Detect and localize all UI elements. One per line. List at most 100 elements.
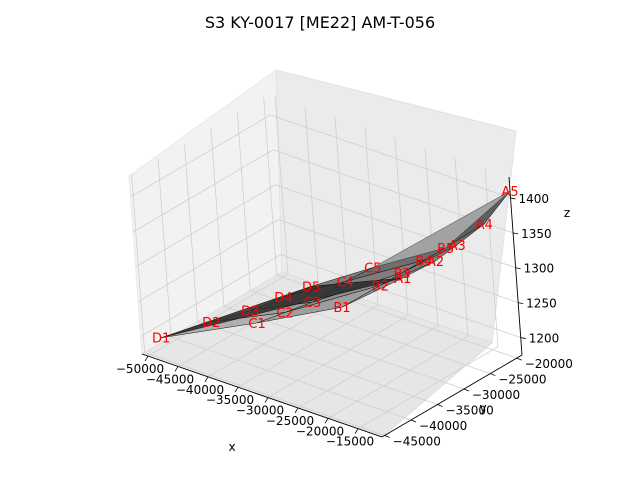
z-tick-label: 1250 bbox=[526, 297, 557, 311]
x-tick-mark bbox=[354, 428, 359, 434]
x-tick-mark bbox=[144, 355, 149, 362]
y-tick-mark bbox=[384, 435, 390, 438]
point-label: C4 bbox=[337, 275, 354, 290]
y-tick-mark bbox=[463, 388, 470, 392]
point-labels: A1 A2 A3 A4 A5 B1 B2 B3 B4 B5 C1 C2 C3 C4 C5 D1 D2 D3 D4 D5 bbox=[152, 185, 519, 347]
z-gridline-left bbox=[132, 149, 274, 233]
point-label: B4 bbox=[415, 254, 432, 269]
x-tick-label: −45000 bbox=[146, 372, 194, 386]
point-label: D2 bbox=[202, 316, 220, 331]
point-label: A3 bbox=[449, 239, 466, 254]
y-gridline-back bbox=[157, 158, 172, 338]
x-tick-mark bbox=[204, 376, 209, 383]
y-tick-mark bbox=[410, 419, 417, 423]
y-gridline-back bbox=[131, 174, 146, 353]
y-tick-mark bbox=[490, 373, 496, 376]
z-tick-mark bbox=[510, 197, 516, 200]
z-gridline-left bbox=[135, 184, 276, 268]
y-tick-label: −25000 bbox=[498, 373, 546, 387]
x-tick-mark bbox=[324, 418, 329, 424]
x-tick-mark bbox=[294, 407, 299, 414]
point-label: D4 bbox=[274, 291, 292, 306]
y-tick-label: −40000 bbox=[419, 419, 467, 433]
y-gridline-back bbox=[236, 112, 251, 291]
z-tick-mark bbox=[512, 232, 519, 235]
z-gridline-left bbox=[140, 254, 281, 337]
x-gridline-floor bbox=[147, 273, 289, 357]
z-axis-line bbox=[508, 176, 523, 356]
x-tick-label: −50000 bbox=[116, 362, 164, 376]
y-tick-label: −35000 bbox=[445, 404, 493, 418]
z-tick-mark bbox=[515, 267, 521, 270]
x-axis-label: x bbox=[228, 440, 235, 454]
x-tick-label: −35000 bbox=[206, 393, 254, 407]
point-label: C2 bbox=[276, 306, 293, 321]
x-gridline-floor bbox=[357, 346, 499, 430]
point-label: C1 bbox=[248, 317, 265, 332]
x-gridline-floor bbox=[297, 325, 439, 409]
x-tick-label: −25000 bbox=[266, 414, 314, 428]
point-label: B2 bbox=[372, 279, 389, 294]
x-gridline-back bbox=[274, 96, 289, 275]
point-label: D1 bbox=[152, 332, 170, 347]
x-gridline-floor bbox=[237, 304, 379, 388]
tick-labels: −50000−45000−40000−35000−30000−25000−200… bbox=[116, 192, 573, 449]
z-gridline-right bbox=[270, 114, 511, 199]
x-tick-mark bbox=[264, 397, 269, 403]
y-axis-line bbox=[381, 354, 523, 438]
x-tick-mark bbox=[174, 366, 179, 372]
x-gridline-floor bbox=[267, 315, 409, 398]
x-tick-label: −20000 bbox=[296, 424, 344, 438]
z-tick-mark bbox=[518, 302, 524, 305]
x-axis-line bbox=[141, 353, 383, 438]
axis-lines bbox=[141, 176, 526, 438]
y-tick-mark bbox=[516, 357, 522, 361]
chart-title: S3 KY-0017 [ME22] AM-T-056 bbox=[205, 13, 435, 32]
x-gridline-back bbox=[304, 106, 319, 285]
grid-lines bbox=[130, 96, 521, 436]
z-tick-label: 1400 bbox=[519, 192, 550, 206]
y-tick-label: −45000 bbox=[393, 434, 441, 448]
point-label: C5 bbox=[364, 262, 381, 277]
x-gridline-back bbox=[334, 116, 349, 295]
point-label: A1 bbox=[394, 272, 411, 287]
point-label: B5 bbox=[437, 242, 454, 257]
y-gridline-floor bbox=[170, 336, 412, 421]
y-tick-label: −30000 bbox=[472, 388, 520, 402]
surface-facet bbox=[372, 190, 511, 268]
z-tick-label: 1300 bbox=[524, 262, 555, 276]
surface-facet bbox=[161, 277, 403, 338]
z-tick-mark bbox=[520, 337, 526, 339]
point-label: C3 bbox=[304, 296, 321, 311]
x-gridline-floor bbox=[327, 335, 469, 419]
point-label: A2 bbox=[427, 255, 444, 270]
point-label: D3 bbox=[241, 304, 259, 319]
surface-mesh bbox=[161, 190, 511, 338]
y-gridline-floor bbox=[144, 352, 385, 436]
y-gridline-floor bbox=[197, 321, 438, 405]
y-gridline-back bbox=[210, 128, 225, 307]
x-gridline-back bbox=[454, 158, 469, 337]
z-gridline-right bbox=[275, 184, 516, 269]
y-tick-mark bbox=[437, 404, 443, 407]
point-label: A4 bbox=[476, 218, 493, 233]
y-tick-label: −20000 bbox=[525, 357, 573, 371]
z-tick-label: 1350 bbox=[521, 227, 552, 241]
y-axis-label: y bbox=[479, 401, 486, 415]
z-gridline-left bbox=[137, 219, 279, 302]
point-label: B1 bbox=[333, 301, 350, 316]
x-tick-label: −30000 bbox=[236, 404, 284, 418]
x-tick-mark bbox=[234, 386, 239, 393]
point-label: A5 bbox=[501, 185, 518, 200]
y-gridline-back bbox=[263, 97, 278, 276]
z-gridline-left bbox=[130, 114, 271, 198]
x-tick-label: −40000 bbox=[176, 383, 224, 397]
z-axis-label: z bbox=[564, 206, 570, 220]
point-label: B3 bbox=[393, 267, 410, 282]
x-tick-label: −15000 bbox=[326, 435, 374, 449]
x-gridline-back bbox=[394, 137, 409, 316]
y-gridline-back bbox=[184, 143, 198, 322]
z-gridline-right bbox=[280, 254, 521, 338]
point-label: D5 bbox=[302, 280, 320, 295]
